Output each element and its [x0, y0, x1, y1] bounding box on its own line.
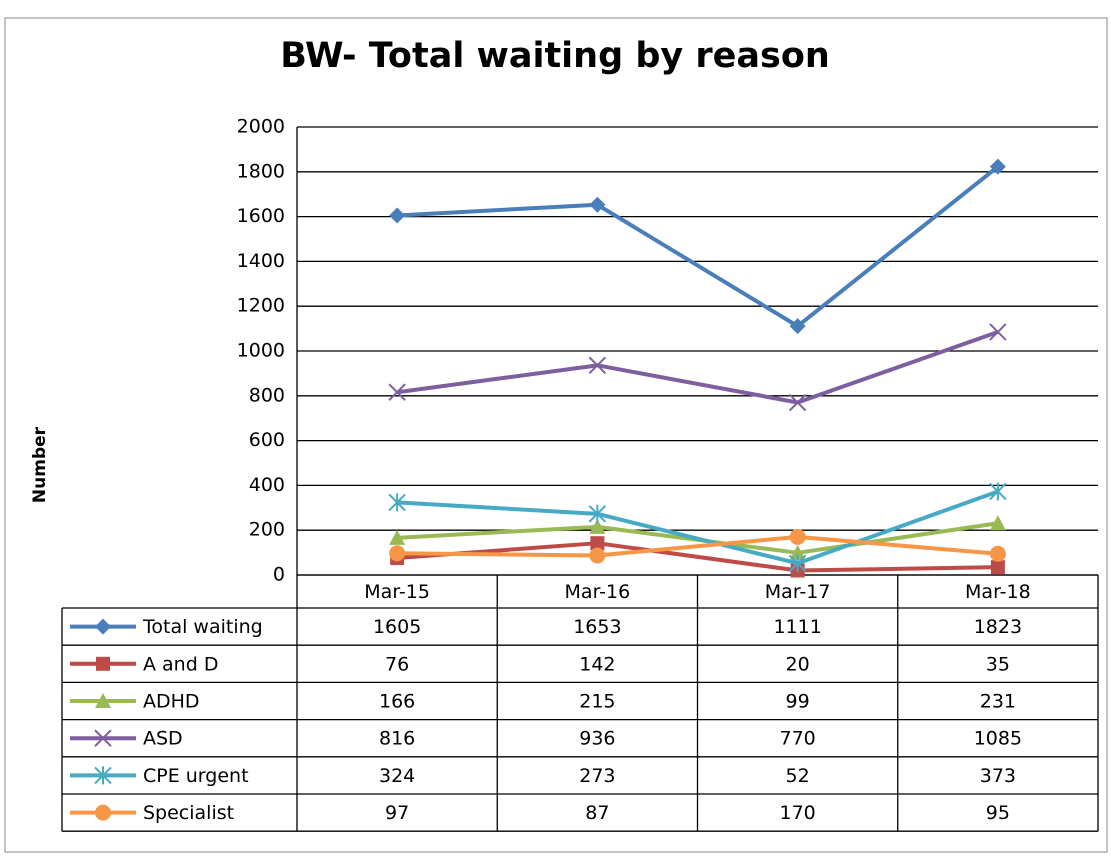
series-line: [397, 489, 999, 566]
marker: [389, 207, 406, 224]
marker: [990, 560, 1005, 575]
table-cell: 97: [385, 802, 409, 824]
y-tick-label: 1200: [237, 295, 285, 317]
legend-marker: [96, 656, 110, 671]
table-cell: 142: [579, 653, 615, 675]
table-cell: 373: [980, 765, 1016, 787]
table-cell: 273: [579, 765, 615, 787]
marker: [589, 196, 606, 213]
marker: [989, 482, 1007, 501]
marker: [789, 528, 806, 545]
series-line: [396, 330, 999, 405]
legend-label: CPE urgent: [143, 765, 249, 787]
marker: [789, 318, 806, 335]
y-axis-label: Number: [30, 426, 50, 503]
y-tick-label: 1000: [237, 340, 285, 362]
table-cell: 170: [779, 802, 815, 824]
marker: [588, 504, 607, 523]
table-cell: 215: [579, 691, 615, 713]
marker: [989, 545, 1006, 562]
marker: [389, 529, 406, 545]
table-cell: 87: [585, 802, 609, 824]
table-cell: 1605: [373, 616, 421, 638]
table-cell: 52: [786, 765, 810, 787]
table-cell: 936: [579, 728, 615, 750]
legend-marker: [95, 618, 111, 635]
marker: [389, 545, 406, 562]
table-cell: 1653: [573, 616, 621, 638]
legend-label: Total waiting: [142, 616, 263, 638]
y-tick-label: 0: [273, 564, 285, 586]
table-cell: 76: [385, 653, 409, 675]
x-tick-label: Mar-16: [565, 581, 631, 603]
y-tick-label: 800: [249, 384, 285, 406]
x-tick-label: Mar-18: [965, 581, 1031, 603]
y-tick-label: 400: [249, 474, 285, 496]
series-line: [397, 534, 999, 558]
marker: [590, 536, 605, 551]
table-cell: 35: [986, 653, 1010, 675]
table-cell: 99: [786, 691, 810, 713]
marker: [788, 393, 807, 412]
x-tick-label: Mar-17: [765, 581, 831, 603]
chart-title: BW- Total waiting by reason: [280, 36, 830, 76]
marker: [588, 356, 607, 375]
legend-marker: [95, 693, 111, 708]
legend-label: A and D: [143, 653, 218, 675]
x-tick-label: Mar-15: [364, 581, 430, 603]
marker: [789, 544, 806, 560]
marker: [388, 493, 406, 512]
legend-marker: [94, 766, 112, 785]
legend-label: Specialist: [143, 802, 234, 824]
y-tick-label: 1800: [237, 160, 285, 182]
y-tick-label: 2000: [237, 116, 285, 138]
table-cell: 1111: [773, 616, 821, 638]
marker: [589, 518, 606, 534]
marker: [989, 323, 1007, 341]
legend-marker: [94, 729, 112, 747]
legend-label: ADHD: [143, 691, 200, 713]
y-tick-label: 1600: [237, 205, 285, 227]
table-cell: 1085: [974, 728, 1022, 750]
y-tick-label: 600: [249, 429, 285, 451]
table-cell: 166: [379, 691, 415, 713]
y-tick-label: 200: [249, 519, 285, 541]
y-tick-label: 1400: [237, 250, 285, 272]
marker: [388, 383, 406, 401]
table-cell: 816: [379, 728, 415, 750]
marker: [989, 515, 1006, 531]
table-cell: 1823: [974, 616, 1022, 638]
series-line: [396, 541, 998, 573]
table-cell: 95: [986, 802, 1010, 824]
marker: [788, 554, 807, 573]
table-cell: 770: [779, 728, 815, 750]
chart-frame: [4, 17, 1108, 853]
marker: [589, 547, 606, 564]
table-cell: 20: [786, 653, 810, 675]
legend-label: ASD: [143, 728, 183, 750]
legend-marker: [95, 804, 111, 821]
marker: [989, 158, 1006, 175]
table-cell: 231: [980, 691, 1016, 713]
table-cell: 324: [379, 765, 415, 787]
series-line: [397, 165, 1000, 329]
